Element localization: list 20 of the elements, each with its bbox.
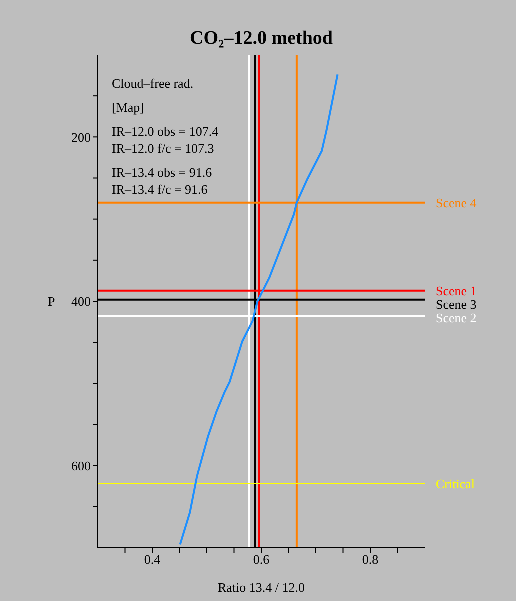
chart-title: CO₂–12.0 method	[189, 28, 334, 50]
ref-line-label: Critical	[436, 476, 476, 492]
x-axis-title: Ratio 13.4 / 12.0	[218, 580, 306, 595]
y-tick-label: 600	[72, 458, 91, 474]
ref-line-label: Scene 4	[436, 196, 478, 211]
annotation: IR–12.0 f/c = 107.3	[112, 140, 216, 157]
x-tick-label: 0.8	[362, 552, 379, 568]
ref-line-label: Scene 3	[436, 296, 477, 312]
y-tick-label: 400	[72, 294, 91, 310]
annotation: IR–13.4 obs = 91.6	[112, 164, 214, 181]
y-tick-label: 200	[72, 130, 91, 145]
x-tick-label: 0.6	[253, 552, 270, 568]
ref-line-label: Scene 1	[436, 283, 477, 298]
x-tick-label: 0.4	[144, 552, 162, 568]
annotation: Cloud–free rad.	[112, 75, 195, 92]
annotation: IR–12.0 obs = 107.4	[112, 123, 219, 140]
ref-line-label: Scene 2	[436, 310, 477, 326]
annotation: IR–13.4 f/c = 91.6	[112, 181, 209, 198]
y-axis-title: P	[48, 294, 56, 310]
annotation: [Map]	[112, 99, 146, 116]
